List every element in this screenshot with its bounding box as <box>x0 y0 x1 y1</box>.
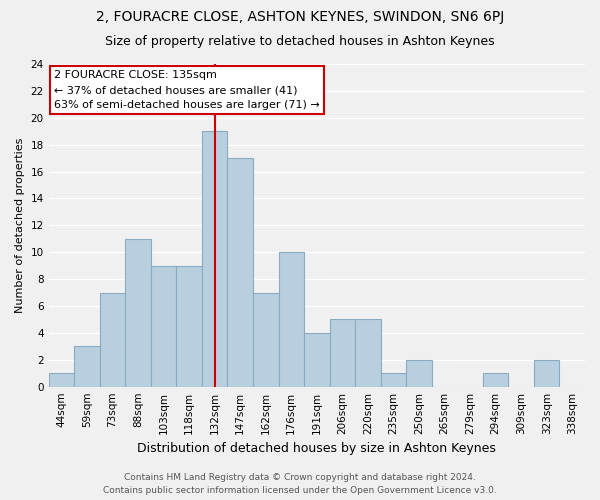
Bar <box>49 373 74 386</box>
Bar <box>100 292 125 386</box>
Bar <box>534 360 559 386</box>
Bar <box>406 360 432 386</box>
Bar <box>329 320 355 386</box>
Bar <box>151 266 176 386</box>
Text: 2 FOURACRE CLOSE: 135sqm
← 37% of detached houses are smaller (41)
63% of semi-d: 2 FOURACRE CLOSE: 135sqm ← 37% of detach… <box>54 70 320 110</box>
Bar <box>483 373 508 386</box>
Bar <box>227 158 253 386</box>
Bar <box>304 333 329 386</box>
Bar <box>74 346 100 387</box>
X-axis label: Distribution of detached houses by size in Ashton Keynes: Distribution of detached houses by size … <box>137 442 496 455</box>
Text: 2, FOURACRE CLOSE, ASHTON KEYNES, SWINDON, SN6 6PJ: 2, FOURACRE CLOSE, ASHTON KEYNES, SWINDO… <box>96 10 504 24</box>
Bar <box>125 239 151 386</box>
Bar <box>202 131 227 386</box>
Text: Contains HM Land Registry data © Crown copyright and database right 2024.
Contai: Contains HM Land Registry data © Crown c… <box>103 473 497 495</box>
Bar <box>278 252 304 386</box>
Bar <box>380 373 406 386</box>
Bar <box>253 292 278 386</box>
Y-axis label: Number of detached properties: Number of detached properties <box>15 138 25 313</box>
Text: Size of property relative to detached houses in Ashton Keynes: Size of property relative to detached ho… <box>105 35 495 48</box>
Bar <box>176 266 202 386</box>
Bar <box>355 320 380 386</box>
